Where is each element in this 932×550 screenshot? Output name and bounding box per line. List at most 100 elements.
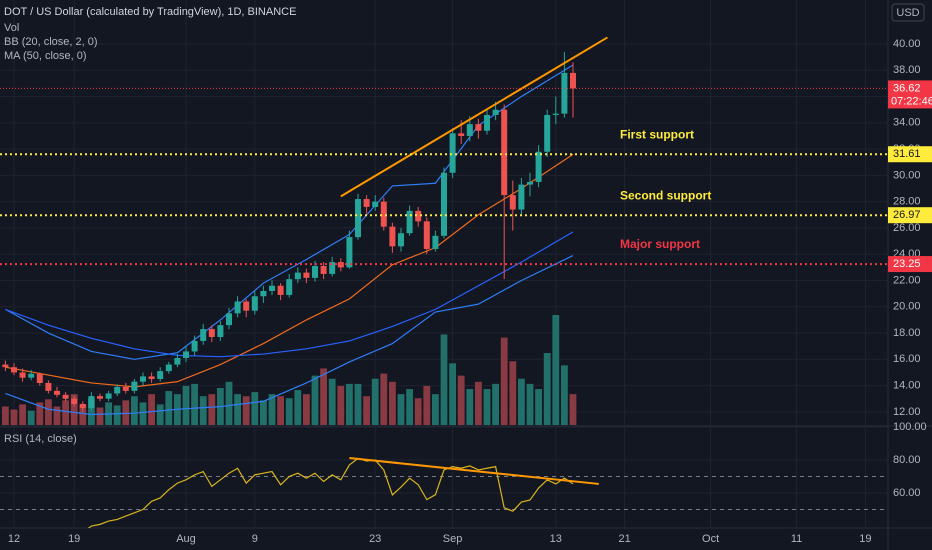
candle-body <box>294 272 301 280</box>
candle-body <box>527 181 533 185</box>
volume-bar <box>234 394 241 425</box>
indicator-line <box>5 254 574 416</box>
y-tick-label: 22.00 <box>893 274 921 286</box>
volume-bar <box>397 394 405 425</box>
volume-bar <box>492 383 499 425</box>
candle-body <box>380 201 387 227</box>
volume-bar <box>466 389 474 425</box>
volume-bar <box>457 375 465 425</box>
chart-title: DOT / US Dollar (calculated by TradingVi… <box>4 6 296 18</box>
x-tick-label: 21 <box>618 533 630 545</box>
volume-bar <box>113 405 121 425</box>
volume-bar <box>10 409 18 425</box>
x-tick-label: 12 <box>8 533 20 545</box>
volume-bar <box>268 394 276 425</box>
volume-bar <box>62 400 69 425</box>
x-tick-label: Aug <box>176 533 196 545</box>
indicator-label: RSI (14, close) <box>4 433 77 445</box>
rsi-tick-label: 60.00 <box>893 487 921 499</box>
candle-body <box>148 376 155 380</box>
candle-body <box>286 279 293 295</box>
support-label: Major support <box>620 237 700 251</box>
price-tag <box>888 146 932 163</box>
volume-bar <box>320 368 327 425</box>
volume-bar <box>88 398 95 425</box>
volume-bar <box>27 410 35 425</box>
currency-label[interactable]: USD <box>896 7 919 19</box>
y-tick-label: 24.00 <box>893 248 921 260</box>
volume-bar <box>96 407 104 425</box>
candle-body <box>260 290 267 297</box>
candle-body <box>226 313 232 326</box>
price-tag-label: 36.62 <box>893 82 921 94</box>
candle-body <box>441 172 447 236</box>
rsi-trendline <box>349 457 599 485</box>
volume-bar <box>19 404 26 425</box>
volume-bar <box>535 389 542 425</box>
candle-body <box>329 262 336 274</box>
volume-bar <box>303 394 310 425</box>
volume-bar <box>500 337 508 425</box>
volume-bar <box>131 396 138 425</box>
volume-bar <box>2 406 9 425</box>
trendline <box>340 36 608 198</box>
y-tick-label: 12.00 <box>893 406 921 418</box>
y-tick-label: 20.00 <box>893 301 921 313</box>
candle-body <box>131 381 138 391</box>
candle-body <box>570 72 576 89</box>
x-tick-label: Oct <box>702 533 719 545</box>
x-tick-label: 19 <box>859 533 871 545</box>
candle-body <box>105 393 112 399</box>
volume-bar <box>260 400 267 425</box>
volume-bar <box>36 402 44 425</box>
candle-body <box>174 357 181 365</box>
support-label: First support <box>620 127 694 141</box>
price-tag-label: 23.25 <box>893 258 921 270</box>
countdown-label: 07:22:46 <box>891 95 932 107</box>
indicator-label: BB (20, close, 2, 0) <box>4 36 98 48</box>
volume-bar <box>552 315 560 425</box>
candle-body <box>277 285 284 295</box>
candle-body <box>200 329 207 341</box>
volume-bar <box>371 378 379 425</box>
currency-button[interactable] <box>891 3 925 22</box>
volume-bar <box>449 363 456 425</box>
x-tick-label: 9 <box>252 533 258 545</box>
volume-bar <box>363 396 370 425</box>
candle-body <box>97 396 103 399</box>
y-tick-label: 40.00 <box>893 38 921 50</box>
volume-bar <box>354 383 362 425</box>
volume-bar <box>483 389 491 425</box>
candle-body <box>2 364 9 368</box>
volume-bar <box>337 385 345 425</box>
candle-body <box>234 301 241 314</box>
volume-bar <box>509 361 517 425</box>
volume-bar <box>414 398 422 425</box>
y-tick-label: 26.00 <box>893 222 921 234</box>
x-tick-label: Sep <box>443 533 463 545</box>
candle-body <box>54 390 60 395</box>
x-tick-label: 13 <box>550 533 562 545</box>
volume-bar <box>311 375 319 425</box>
candle-body <box>449 133 456 173</box>
candle-body <box>217 325 224 337</box>
candle-body <box>88 396 95 408</box>
candle-body <box>561 72 568 114</box>
x-tick-label: 11 <box>791 533 802 545</box>
indicator-line <box>5 153 574 388</box>
volume-bar <box>277 396 284 425</box>
indicator-label: Vol <box>4 22 19 34</box>
candle-body <box>62 394 69 399</box>
candle-body <box>544 114 551 152</box>
volume-bar <box>148 394 155 425</box>
y-tick-label: 18.00 <box>893 327 921 339</box>
candle-body <box>509 195 516 210</box>
candle-body <box>466 124 473 136</box>
volume-bar <box>156 404 164 425</box>
indicator-label: MA (50, close, 0) <box>4 50 87 62</box>
candle-body <box>475 124 482 131</box>
candle-body <box>501 109 508 196</box>
candle-body <box>346 237 353 268</box>
volume-bar <box>225 381 233 425</box>
y-tick-label: 30.00 <box>893 169 921 181</box>
